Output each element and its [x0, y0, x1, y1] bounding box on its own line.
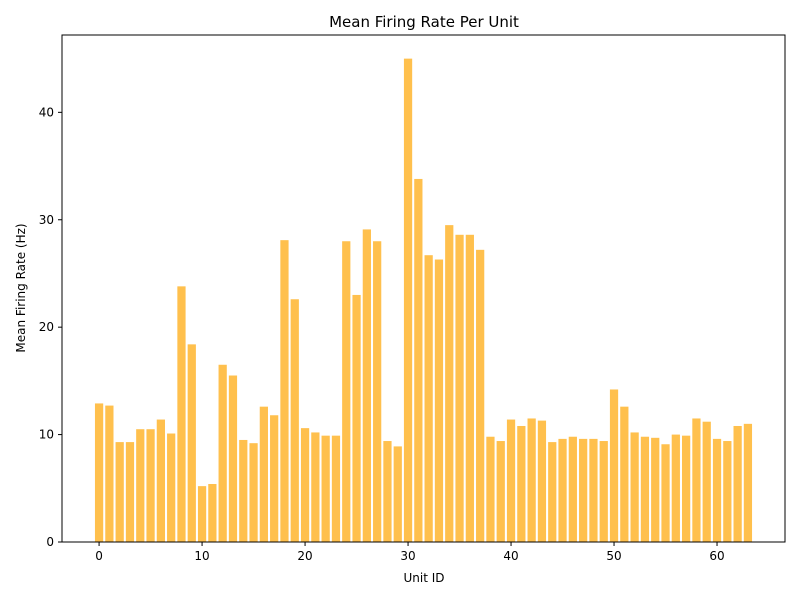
bar-unit-51 [620, 406, 629, 542]
bar-unit-42 [527, 418, 536, 542]
bar-unit-26 [362, 229, 371, 543]
bar-unit-53 [640, 436, 650, 542]
bar-unit-52 [630, 432, 639, 542]
bar-unit-20 [300, 428, 310, 542]
bar-unit-39 [496, 441, 505, 542]
bar-unit-37 [476, 249, 485, 542]
bar-unit-62 [733, 425, 742, 542]
bar-unit-13 [228, 375, 238, 542]
bar-unit-3 [125, 442, 135, 542]
bar-unit-29 [393, 446, 402, 542]
bar-unit-50 [609, 389, 619, 542]
bar-unit-25 [352, 294, 361, 542]
bar-unit-8 [177, 286, 186, 542]
bar-unit-40 [506, 419, 516, 542]
y-tick-label: 40 [39, 105, 54, 119]
x-axis-ticks: 0 10 20 30 40 50 60 [95, 542, 725, 563]
x-axis-label: Unit ID [403, 571, 444, 585]
bar-unit-63 [743, 423, 753, 542]
x-tick-label: 60 [709, 549, 724, 563]
bar-unit-6 [156, 419, 165, 542]
bar-unit-34 [445, 225, 454, 543]
bar-unit-48 [589, 438, 598, 542]
x-tick-label: 20 [297, 549, 312, 563]
bar-unit-28 [383, 441, 392, 542]
x-tick-label: 30 [400, 549, 415, 563]
bar-unit-58 [692, 418, 701, 542]
bar-unit-36 [465, 234, 474, 543]
bar-unit-46 [568, 436, 577, 542]
bar-unit-23 [331, 435, 341, 542]
bar-unit-7 [167, 433, 176, 542]
bar-unit-5 [146, 429, 155, 542]
bar-unit-16 [259, 406, 268, 542]
x-tick-label: 0 [95, 549, 103, 563]
bar-unit-54 [651, 437, 660, 542]
bar-unit-30 [403, 58, 413, 542]
bar-unit-43 [537, 420, 547, 542]
bar-unit-60 [712, 438, 722, 542]
y-tick-label: 0 [46, 535, 54, 549]
y-tick-label: 20 [39, 320, 54, 334]
bar-unit-21 [311, 432, 320, 542]
y-tick-label: 10 [39, 428, 54, 442]
bar-unit-31 [414, 178, 423, 542]
bar-unit-44 [548, 442, 557, 542]
bar-unit-59 [702, 421, 711, 542]
bar-unit-45 [558, 438, 567, 542]
bar-unit-41 [517, 425, 526, 542]
bar-unit-14 [239, 439, 248, 542]
plot-area-frame [61, 34, 786, 543]
bar-unit-55 [661, 444, 670, 542]
x-tick-label: 40 [503, 549, 518, 563]
bar-unit-56 [671, 434, 680, 542]
bar-unit-15 [249, 443, 258, 542]
bar-unit-12 [218, 364, 227, 542]
bar-unit-9 [187, 344, 196, 542]
x-tick-label: 10 [194, 549, 209, 563]
bar-unit-61 [723, 441, 732, 542]
bar-unit-24 [342, 241, 351, 543]
bar-unit-4 [136, 429, 145, 542]
bar-unit-33 [434, 259, 444, 542]
bar-unit-11 [208, 484, 217, 542]
bar-unit-38 [486, 436, 495, 542]
bar-unit-10 [197, 486, 207, 542]
bar-unit-18 [280, 240, 289, 542]
y-axis-label: Mean Firing Rate (Hz) [14, 223, 28, 352]
bar-unit-32 [424, 255, 433, 542]
y-axis-ticks: 0 10 20 30 40 [39, 105, 62, 549]
y-tick-label: 30 [39, 213, 54, 227]
chart-title: Mean Firing Rate Per Unit [329, 13, 519, 31]
bar-unit-2 [115, 442, 124, 542]
bar-unit-0 [94, 403, 104, 542]
bar-unit-1 [105, 405, 114, 542]
bar-unit-57 [682, 435, 691, 542]
bars-group [94, 58, 753, 543]
bar-unit-27 [373, 241, 382, 543]
bar-unit-35 [455, 234, 464, 543]
bar-unit-49 [599, 441, 608, 542]
x-tick-label: 50 [606, 549, 621, 563]
bar-unit-22 [321, 435, 330, 542]
bar-unit-47 [579, 438, 588, 542]
bar-unit-17 [270, 415, 279, 542]
bar-unit-19 [290, 299, 299, 542]
